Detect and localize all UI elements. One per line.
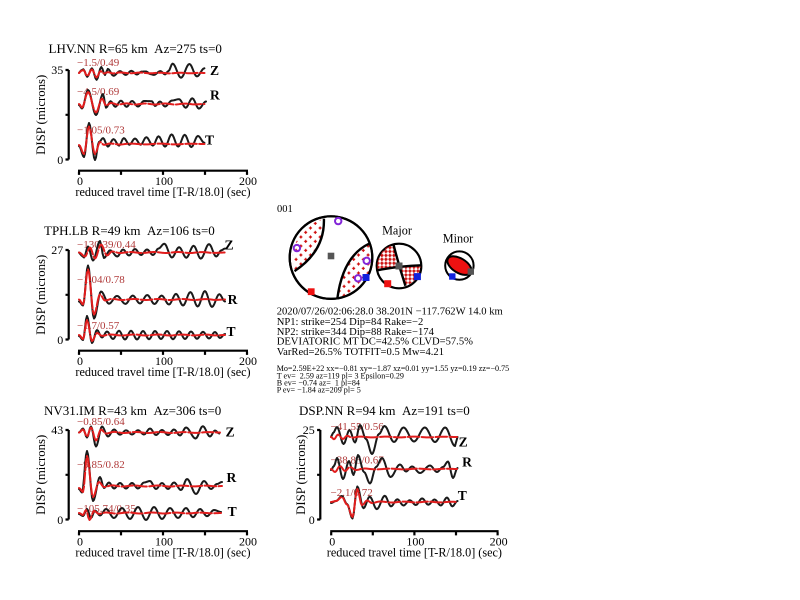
- svg-text:P ev= −1.84 az=209 pl= 5: P ev= −1.84 az=209 pl= 5: [277, 386, 361, 395]
- svg-text:200: 200: [239, 534, 257, 548]
- svg-text:DISP (microns): DISP (microns): [294, 435, 308, 515]
- svg-text:R: R: [228, 292, 238, 307]
- svg-text:reduced travel time [T-R/18.0]: reduced travel time [T-R/18.0] (sec): [75, 365, 250, 379]
- svg-text:Mo=2.59E+22 xx=−0.81 xy=−1.87: Mo=2.59E+22 xx=−0.81 xy=−1.87 xz=0.01 yy…: [277, 364, 510, 373]
- svg-text:NP1: strike=254 Dip=84 Rake=−2: NP1: strike=254 Dip=84 Rake=−2: [277, 317, 424, 328]
- svg-text:100: 100: [155, 534, 173, 548]
- svg-text:200: 200: [490, 534, 508, 548]
- svg-text:T ev= 2.59 az=119 pl= 3 Epsil: T ev= 2.59 az=119 pl= 3 Epsilon=0.29: [277, 372, 404, 381]
- svg-text:reduced travel time [T-R/18.0]: reduced travel time [T-R/18.0] (sec): [75, 546, 250, 560]
- svg-text:100: 100: [155, 354, 173, 368]
- svg-text:100: 100: [155, 174, 173, 188]
- svg-text:35: 35: [51, 63, 63, 77]
- svg-text:200: 200: [239, 174, 257, 188]
- svg-text:Major: Major: [382, 224, 412, 238]
- svg-text:Z: Z: [210, 63, 219, 78]
- svg-text:−4.5/0.69: −4.5/0.69: [77, 86, 120, 98]
- svg-text:Minor: Minor: [443, 232, 473, 246]
- svg-text:NV31.IM R=43 km Az=306 ts=0: NV31.IM R=43 km Az=306 ts=0: [44, 403, 221, 418]
- svg-text:Z: Z: [225, 237, 234, 252]
- svg-text:B ev= −0.74 az= 1 pl=84: B ev= −0.74 az= 1 pl=84: [277, 379, 360, 388]
- svg-text:reduced travel time [T-R/18.0]: reduced travel time [T-R/18.0] (sec): [75, 185, 250, 199]
- svg-text:−1.5/0.49: −1.5/0.49: [77, 57, 120, 69]
- svg-text:R: R: [462, 454, 472, 469]
- svg-text:T: T: [227, 324, 236, 339]
- svg-text:T: T: [205, 133, 214, 148]
- svg-text:200: 200: [239, 354, 257, 368]
- svg-text:Z: Z: [226, 425, 235, 440]
- svg-text:VarRed=26.5% TOTFIT=0.5 Mw=4.2: VarRed=26.5% TOTFIT=0.5 Mw=4.21: [277, 347, 444, 358]
- svg-text:−2.1/0.72: −2.1/0.72: [331, 487, 373, 499]
- svg-text:−1.05/0.73: −1.05/0.73: [77, 125, 125, 137]
- svg-text:25: 25: [303, 423, 315, 437]
- svg-text:DISP (microns): DISP (microns): [34, 75, 48, 155]
- svg-text:R: R: [227, 470, 237, 485]
- svg-text:0: 0: [309, 513, 315, 527]
- svg-text:−41.55/0.56: −41.55/0.56: [331, 421, 385, 433]
- svg-text:T: T: [458, 488, 467, 503]
- svg-text:2020/07/26/02:06:28.0 38.201N: 2020/07/26/02:06:28.0 38.201N −117.762W …: [277, 307, 504, 318]
- svg-text:R: R: [210, 87, 220, 102]
- svg-text:100: 100: [406, 534, 424, 548]
- svg-text:0: 0: [77, 534, 83, 548]
- svg-text:27: 27: [51, 243, 63, 257]
- svg-text:0: 0: [77, 174, 83, 188]
- svg-text:0: 0: [57, 333, 63, 347]
- svg-text:DISP (microns): DISP (microns): [34, 435, 48, 515]
- svg-text:DEVIATORIC MT DC=42.5% CLVD=57: DEVIATORIC MT DC=42.5% CLVD=57.5%: [277, 337, 473, 348]
- svg-text:DISP (microns): DISP (microns): [34, 255, 48, 335]
- svg-text:0: 0: [57, 513, 63, 527]
- svg-text:LHV.NN R=65 km Az=275 ts=0: LHV.NN R=65 km Az=275 ts=0: [49, 41, 222, 56]
- svg-text:43: 43: [51, 423, 63, 437]
- svg-text:TPH.LB R=49 km Az=106 ts=0: TPH.LB R=49 km Az=106 ts=0: [44, 223, 215, 238]
- svg-text:reduced travel time [T-R/18.0]: reduced travel time [T-R/18.0] (sec): [327, 546, 502, 560]
- svg-text:0: 0: [57, 153, 63, 167]
- svg-text:T: T: [228, 504, 237, 519]
- svg-text:001: 001: [277, 204, 293, 215]
- svg-text:0: 0: [77, 354, 83, 368]
- svg-text:−0.85/0.64: −0.85/0.64: [77, 416, 125, 428]
- svg-text:DSP.NN R=94 km Az=191 ts=0: DSP.NN R=94 km Az=191 ts=0: [299, 403, 470, 418]
- svg-text:0: 0: [329, 534, 335, 548]
- svg-text:−1.04/0.78: −1.04/0.78: [77, 274, 125, 286]
- svg-text:Z: Z: [459, 435, 468, 450]
- svg-text:NP2: strike=344 Dip=88 Rake=−1: NP2: strike=344 Dip=88 Rake=−174: [277, 327, 435, 338]
